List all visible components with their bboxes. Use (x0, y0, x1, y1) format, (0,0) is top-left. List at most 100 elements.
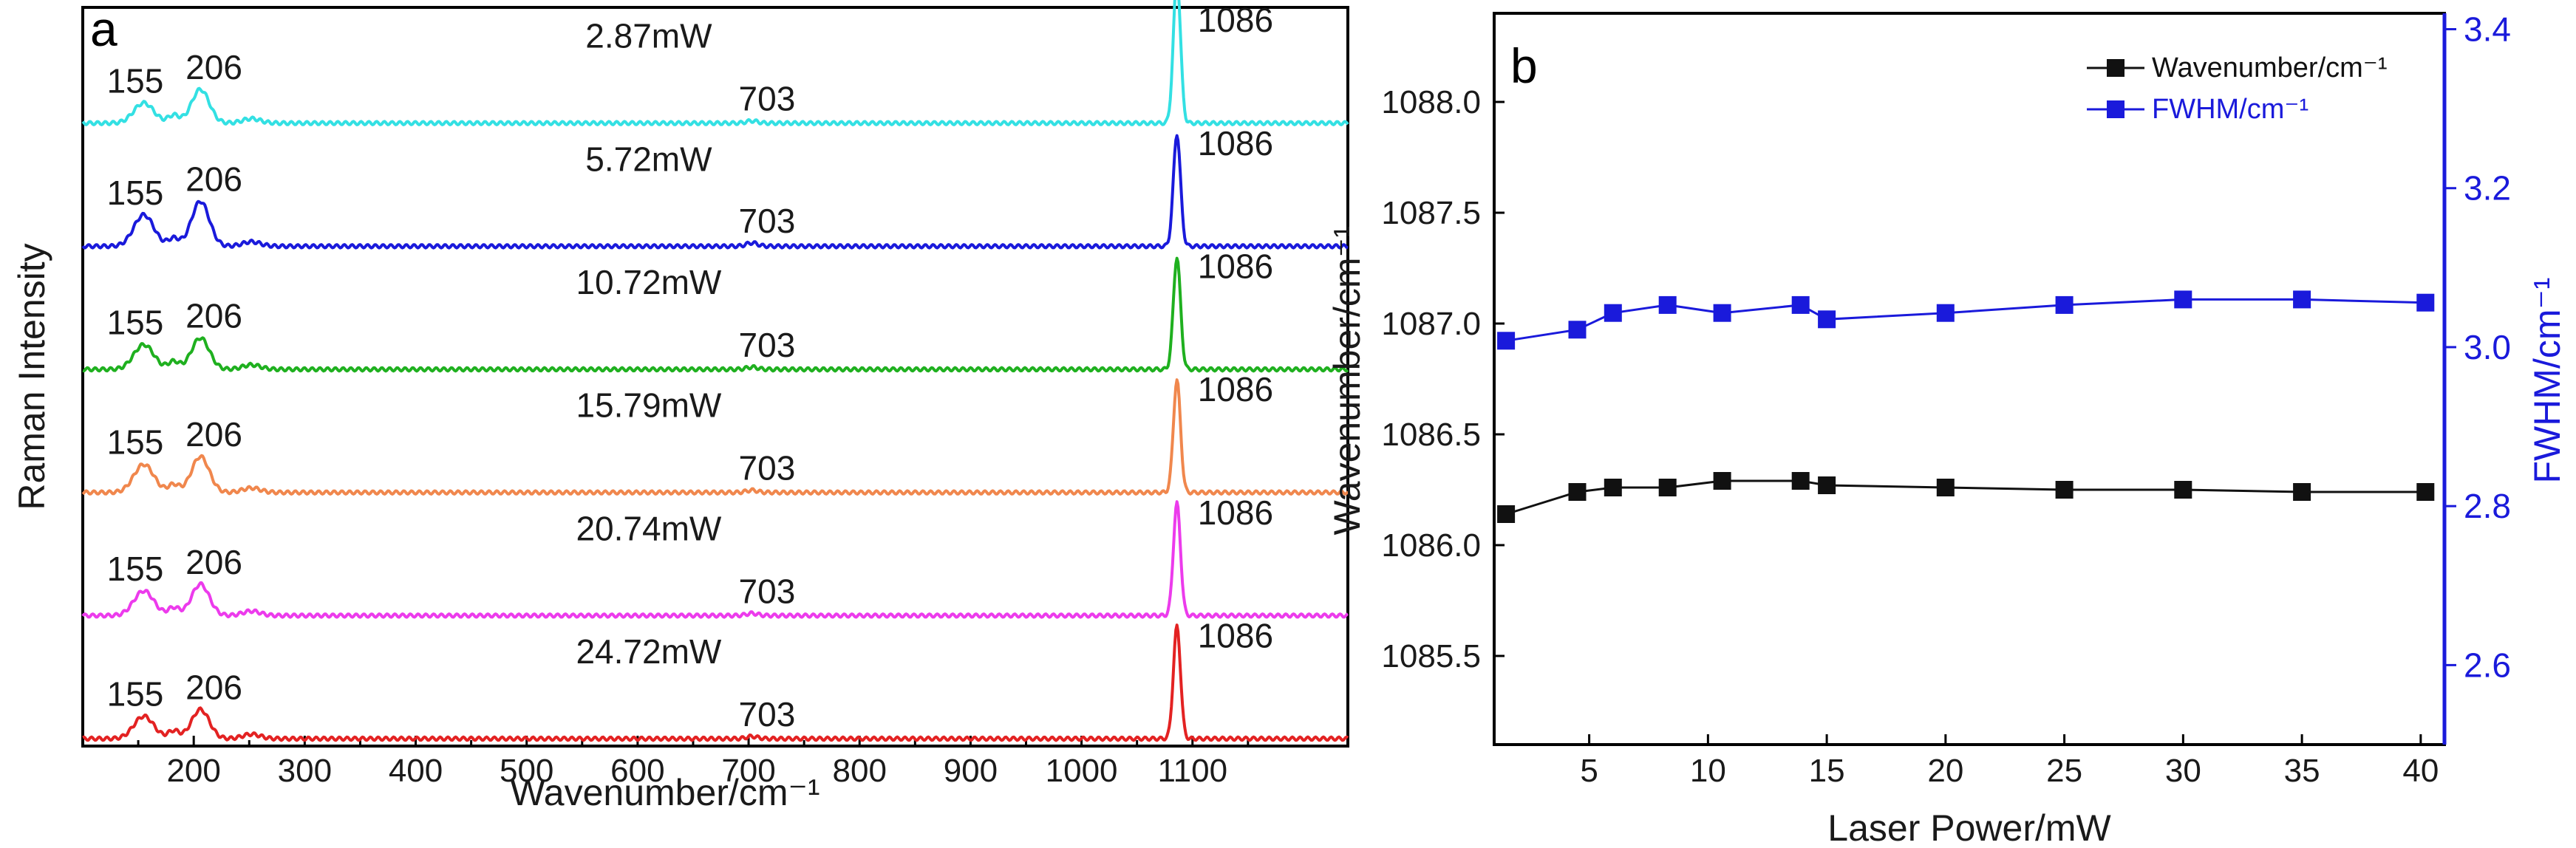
spectrum-24.72mW (82, 623, 1349, 742)
panel-b-label: b (1510, 38, 1538, 93)
panel-b-y2-tick-label: 2.6 (2464, 646, 2511, 684)
peak-label-155: 155 (107, 304, 164, 342)
peak-label-155: 155 (107, 174, 164, 212)
panel-b-y2-tick-label: 3.4 (2464, 10, 2511, 49)
panel-b-y-axis-label: Wavenumber/cm⁻¹ (1326, 225, 1368, 535)
data-point-wavenumber (1713, 472, 1731, 490)
panel-a-x-tick-label: 1000 (1046, 753, 1118, 789)
peak-label-206: 206 (185, 160, 242, 199)
peak-label-703: 703 (739, 449, 796, 488)
peak-label-206: 206 (185, 415, 242, 454)
panel-b-series (1497, 290, 2435, 523)
panel-b-y2-axis-label: FWHM/cm⁻¹ (2526, 277, 2568, 483)
panel-a-spectra: 155 206 703 1086 2.87mW 155 206 703 1086 5.72mW 15… (81, 0, 1349, 742)
peak-label-1086: 1086 (1198, 1, 1273, 39)
peak-label-1086: 1086 (1198, 247, 1273, 286)
data-point-fwhm (1818, 310, 1836, 329)
panel-a-x-tick-label: 400 (389, 753, 443, 789)
panel-a-x-tick-label: 200 (166, 753, 220, 789)
data-point-fwhm (1604, 304, 1622, 322)
peak-label-703: 703 (739, 80, 796, 118)
panel-b-legend: Wavenumber/cm⁻¹ FWHM/cm⁻¹ (2087, 52, 2388, 125)
data-point-fwhm (1936, 304, 1955, 322)
data-point-wavenumber (1604, 479, 1622, 496)
panel-b-x-tick-label: 10 (1690, 753, 1726, 789)
peak-label-703: 703 (739, 695, 796, 734)
peak-label-155: 155 (107, 423, 164, 462)
panel-a-x-tick-label: 900 (944, 753, 998, 789)
peak-label-155: 155 (107, 61, 164, 100)
peak-label-206: 206 (185, 543, 242, 581)
peak-label-703: 703 (739, 202, 796, 240)
spectrum-10.72mW (82, 256, 1349, 373)
data-point-fwhm (1568, 321, 1587, 339)
panel-a-raman-spectra: a 200 300 400 500 600 700 800 900 1000 1100 155 20… (11, 0, 1349, 813)
peak-label-155: 155 (107, 675, 164, 714)
data-point-fwhm (2174, 290, 2192, 309)
panel-a-x-tick-label: 300 (278, 753, 332, 789)
data-point-wavenumber (1658, 479, 1677, 496)
panel-a-x-ticks: 200 300 400 500 600 700 800 900 1000 1100 (137, 736, 1250, 789)
panel-a-frame (81, 6, 1349, 748)
power-label: 10.72mW (576, 263, 721, 301)
panel-b-x-tick-label: 20 (1927, 753, 1963, 789)
legend-marker-wavenumber (2107, 59, 2124, 77)
panel-b-x-tick-label: 35 (2284, 753, 2320, 789)
power-label: 2.87mW (585, 17, 712, 55)
spectrum-15.79mW (81, 378, 1349, 496)
data-point-fwhm (1658, 295, 1677, 314)
data-point-fwhm (2293, 290, 2311, 309)
panel-b-y-tick-label: 1087.5 (1381, 195, 1481, 231)
panel-b-laser-power-plot: b 5 10 15 20 25 30 35 40 1085.5 1086.0 1086.5 1087.… (1326, 10, 2568, 848)
data-point-wavenumber (1936, 479, 1955, 496)
panel-a-x-tick-label: 500 (500, 753, 553, 789)
panel-b-y-tick-label: 1086.0 (1381, 527, 1481, 564)
peak-label-206: 206 (185, 668, 242, 706)
panel-a-x-tick-label: 800 (833, 753, 887, 789)
data-point-wavenumber (1497, 505, 1516, 523)
panel-b-x-tick-label: 30 (2165, 753, 2201, 789)
data-point-wavenumber (1568, 483, 1587, 501)
peak-label-1086: 1086 (1198, 617, 1273, 655)
data-point-fwhm (2055, 295, 2074, 314)
series-line-fwhm (1505, 298, 2426, 342)
legend-label-fwhm: FWHM/cm⁻¹ (2152, 94, 2308, 125)
panel-b-y-tick-label: 1085.5 (1381, 638, 1481, 674)
series-line-wavenumber (1505, 479, 2426, 516)
data-point-wavenumber (1818, 476, 1836, 494)
panel-b-y2-tick-label: 2.8 (2464, 487, 2511, 525)
data-point-wavenumber (2055, 481, 2074, 499)
spectrum-5.72mW (81, 134, 1349, 250)
panel-b-x-axis-label: Laser Power/mW (1827, 807, 2111, 848)
panel-b-x-tick-label: 40 (2402, 753, 2439, 789)
data-point-wavenumber (2293, 483, 2311, 501)
panel-a-label: a (90, 1, 117, 56)
panel-b-y-tick-label: 1088.0 (1381, 84, 1481, 120)
panel-b-ticks: 5 10 15 20 25 30 35 40 1085.5 1086.0 1086.5 1087.0 1… (1381, 10, 2511, 789)
data-point-wavenumber (2416, 483, 2435, 501)
peak-label-703: 703 (739, 572, 796, 610)
peak-label-206: 206 (185, 296, 242, 335)
panel-b-x-tick-label: 5 (1580, 753, 1598, 789)
peak-label-1086: 1086 (1198, 124, 1273, 163)
panel-a-x-tick-label: 700 (721, 753, 775, 789)
peak-label-1086: 1086 (1198, 370, 1273, 408)
data-point-wavenumber (2174, 481, 2192, 499)
data-point-fwhm (1791, 295, 1810, 314)
panel-a-x-axis-label: Wavenumber/cm⁻¹ (510, 772, 820, 813)
panel-a-x-tick-label: 1100 (1157, 753, 1227, 789)
panel-b-y2-tick-label: 3.2 (2464, 169, 2511, 208)
legend-label-wavenumber: Wavenumber/cm⁻¹ (2152, 52, 2388, 83)
panel-b-y-tick-label: 1086.5 (1381, 417, 1481, 453)
power-label: 15.79mW (576, 386, 721, 425)
data-point-fwhm (1713, 304, 1731, 322)
peak-label-206: 206 (185, 48, 242, 86)
data-point-wavenumber (1791, 472, 1810, 490)
panel-b-x-tick-label: 25 (2046, 753, 2082, 789)
panel-a-y-axis-label: Raman Intensity (11, 243, 52, 510)
spectrum-2.87mW (81, 0, 1349, 126)
power-label: 24.72mW (576, 632, 721, 671)
panel-b-y-tick-label: 1087.0 (1381, 306, 1481, 342)
panel-b-x-tick-label: 15 (1809, 753, 1845, 789)
data-point-fwhm (2416, 293, 2435, 312)
